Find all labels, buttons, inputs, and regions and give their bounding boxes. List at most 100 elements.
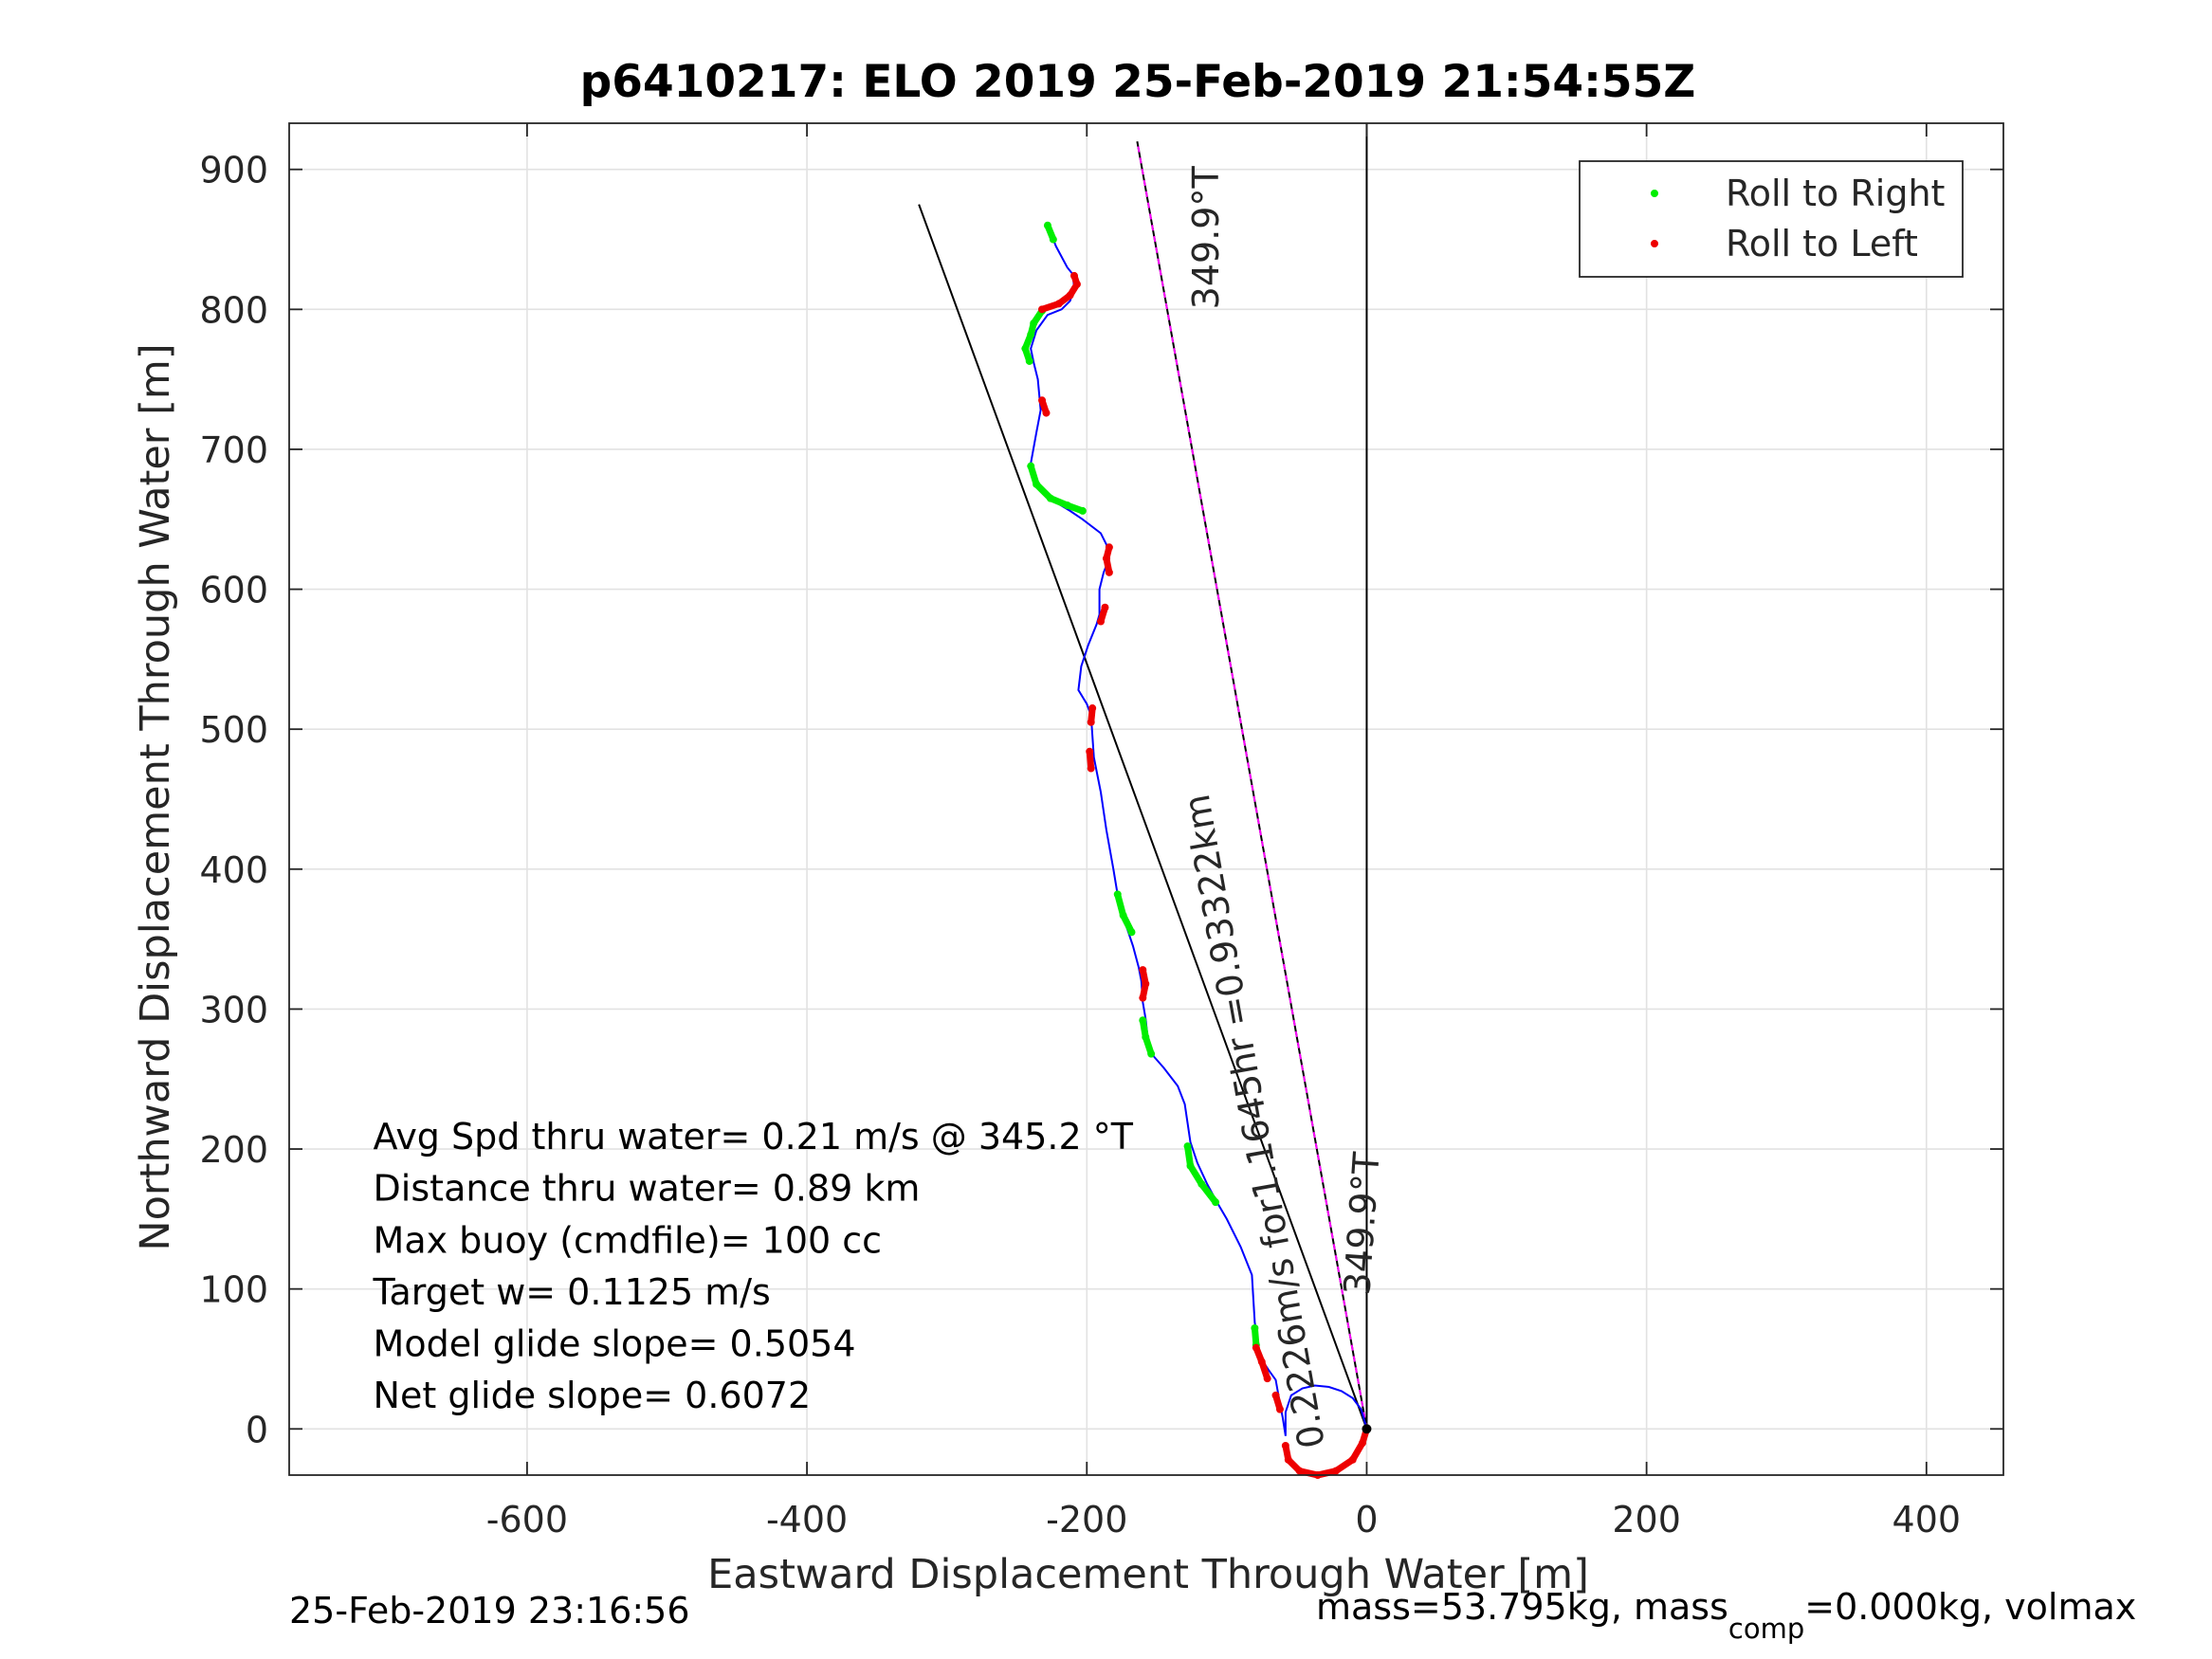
average-heading-line bbox=[918, 204, 1368, 1430]
heading-label-top: 349.9°T bbox=[1185, 166, 1227, 310]
stats-line: Avg Spd thru water= 0.21 m/s @ 345.2 °T bbox=[374, 1116, 1134, 1158]
roll-right-markers bbox=[1021, 221, 1260, 1349]
y-tick-label: 100 bbox=[199, 1269, 268, 1311]
roll-right-segment bbox=[1184, 1142, 1219, 1206]
stats-line: Max buoy (cmdfile)= 100 cc bbox=[374, 1219, 883, 1261]
roll-left-point bbox=[1102, 555, 1110, 563]
roll-left-point bbox=[1105, 543, 1113, 552]
roll-left-point bbox=[1087, 764, 1095, 773]
roll-left-point bbox=[1038, 396, 1047, 405]
roll-right-point bbox=[1183, 1142, 1192, 1151]
stats-line: Net glide slope= 0.6072 bbox=[374, 1375, 812, 1416]
roll-right-point bbox=[1127, 928, 1136, 937]
glider-track-line bbox=[1030, 225, 1368, 1436]
mass-subscript: comp bbox=[1728, 1613, 1804, 1645]
roll-right-point bbox=[1025, 356, 1033, 365]
x-tick-labels: -600 -400 -200 0 200 400 bbox=[486, 1499, 1961, 1540]
axis-ticks bbox=[289, 123, 2003, 1475]
legend-label-roll-left: Roll to Left bbox=[1726, 223, 1918, 264]
roll-left-point bbox=[1271, 1391, 1280, 1399]
x-tick-label: -200 bbox=[1046, 1499, 1127, 1540]
roll-left-point bbox=[1097, 617, 1106, 626]
roll-left-point bbox=[1142, 979, 1150, 988]
roll-left-point bbox=[1087, 718, 1095, 726]
y-tick-label: 900 bbox=[199, 150, 268, 191]
heading-line-dashed bbox=[1136, 141, 1368, 1430]
roll-right-point bbox=[1063, 501, 1071, 509]
roll-left-point bbox=[1105, 568, 1113, 576]
y-tick-labels: 0 100 200 300 400 500 600 700 800 900 bbox=[199, 150, 268, 1451]
x-axis-label: Eastward Displacement Through Water [m] bbox=[707, 1551, 1589, 1598]
roll-right-point bbox=[1147, 1049, 1156, 1058]
footer-timestamp: 25-Feb-2019 23:16:56 bbox=[289, 1590, 690, 1632]
roll-left-point bbox=[1101, 603, 1109, 611]
roll-right-point bbox=[1043, 221, 1051, 229]
legend: Roll to Right Roll to Left bbox=[1579, 160, 1964, 278]
roll-right-point bbox=[1197, 1179, 1206, 1188]
y-tick-label: 200 bbox=[199, 1129, 268, 1171]
roll-right-point bbox=[1142, 1032, 1150, 1041]
y-tick-label: 400 bbox=[199, 849, 268, 891]
roll-right-point bbox=[1033, 480, 1041, 488]
y-tick-label: 600 bbox=[199, 570, 268, 611]
roll-left-point bbox=[1348, 1455, 1357, 1464]
roll-left-point bbox=[1086, 747, 1094, 756]
roll-left-point bbox=[1038, 305, 1047, 314]
roll-left-point bbox=[1284, 1455, 1292, 1464]
heading-label-bottom: 349.9°T bbox=[1336, 1150, 1387, 1296]
legend-marker-roll-right bbox=[1651, 190, 1658, 197]
x-tick-label: 400 bbox=[1892, 1499, 1962, 1540]
reference-lines bbox=[918, 123, 1368, 1430]
roll-left-point bbox=[1066, 291, 1074, 300]
y-tick-label: 500 bbox=[199, 709, 268, 751]
roll-left-point bbox=[1257, 1358, 1266, 1366]
y-tick-label: 800 bbox=[199, 289, 268, 331]
y-tick-label: 300 bbox=[199, 989, 268, 1030]
line-annotations: 349.9°T0.2226m/s for1.1645hr =0.93322km 3… bbox=[1176, 166, 1388, 1452]
roll-right-point bbox=[1139, 1016, 1147, 1025]
x-tick-label: -400 bbox=[766, 1499, 848, 1540]
footer-mass-info: mass=53.795kg, masscomp=0.000kg, volmax bbox=[1316, 1586, 2136, 1645]
grid-lines bbox=[289, 123, 2003, 1475]
roll-left-point bbox=[1042, 409, 1051, 417]
stats-line: Model glide slope= 0.5054 bbox=[374, 1323, 856, 1365]
roll-left-point bbox=[1072, 280, 1081, 288]
roll-right-point bbox=[1021, 344, 1030, 353]
roll-left-point bbox=[1359, 1439, 1367, 1448]
y-tick-label: 0 bbox=[246, 1409, 268, 1450]
roll-left-markers bbox=[1038, 271, 1371, 1479]
plot-area-border bbox=[288, 122, 2004, 1476]
roll-right-segment bbox=[1027, 463, 1087, 515]
roll-left-point bbox=[1275, 1405, 1284, 1413]
roll-left-point bbox=[1263, 1375, 1271, 1383]
roll-right-point bbox=[1119, 911, 1127, 920]
roll-right-point bbox=[1027, 462, 1035, 470]
stats-text: Avg Spd thru water= 0.21 m/s @ 345.2 °T D… bbox=[373, 1116, 1134, 1416]
mass-suffix: =0.000kg, volmax bbox=[1804, 1586, 2136, 1628]
roll-right-point bbox=[1078, 506, 1087, 515]
stats-line: Target w= 0.1125 m/s bbox=[373, 1271, 771, 1313]
roll-left-point bbox=[1252, 1343, 1260, 1352]
x-tick-label: 0 bbox=[1355, 1499, 1378, 1540]
legend-marker-roll-left bbox=[1651, 240, 1658, 247]
roll-left-point bbox=[1054, 300, 1063, 308]
roll-left-point bbox=[1331, 1467, 1340, 1475]
mass-prefix: mass=53.795kg, mass bbox=[1316, 1586, 1728, 1628]
roll-right-point bbox=[1186, 1161, 1195, 1170]
roll-right-point bbox=[1030, 319, 1038, 328]
legend-label-roll-right: Roll to Right bbox=[1726, 173, 1945, 214]
roll-right-point bbox=[1113, 890, 1122, 899]
roll-right-point bbox=[1027, 330, 1035, 338]
legend-box bbox=[1579, 160, 1964, 278]
roll-left-point bbox=[1069, 271, 1078, 280]
speed-distance-label: 0.2226m/s for1.1645hr =0.93322km bbox=[1176, 792, 1333, 1452]
roll-right-point bbox=[1251, 1324, 1259, 1332]
roll-left-point bbox=[1139, 966, 1147, 975]
chart-title: p6410217: ELO 2019 25-Feb-2019 21:54:55Z bbox=[580, 56, 1696, 108]
stats-line: Distance thru water= 0.89 km bbox=[374, 1168, 921, 1210]
roll-left-point bbox=[1139, 994, 1147, 1002]
roll-left-point bbox=[1281, 1442, 1289, 1449]
roll-right-point bbox=[1049, 235, 1057, 244]
y-tick-label: 700 bbox=[199, 429, 268, 471]
